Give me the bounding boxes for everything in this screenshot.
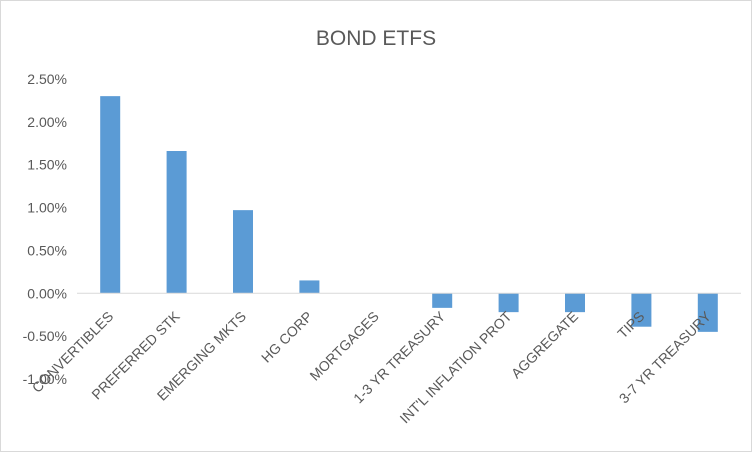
x-category-label: HG CORP <box>258 308 316 366</box>
y-tick-label: 0.50% <box>27 242 67 258</box>
x-category-label: MORTGAGES <box>306 308 381 383</box>
bar-series <box>100 96 718 332</box>
y-tick-label: -1.00% <box>23 371 67 387</box>
y-tick-label: 2.00% <box>27 114 67 130</box>
bar <box>233 210 253 294</box>
y-tick-label: 1.50% <box>27 157 67 173</box>
y-tick-label: -0.50% <box>23 328 67 344</box>
chart-title: BOND ETFS <box>316 27 436 50</box>
bar <box>498 293 519 313</box>
bar <box>166 151 187 294</box>
x-category-label: AGGREGATE <box>508 308 581 381</box>
bar <box>100 96 121 294</box>
bar <box>631 293 652 327</box>
y-tick-label: 0.00% <box>27 285 67 301</box>
x-category-label: INT'L INFLATION PROT <box>396 308 515 427</box>
y-axis-tick-labels: -1.00% -0.50% 0.00% 0.50% 1.00% 1.50% 2.00% 2.5… <box>23 71 67 387</box>
bar <box>565 293 585 313</box>
y-tick-label: 2.50% <box>27 71 67 87</box>
bar <box>432 293 453 308</box>
y-tick-label: 1.00% <box>27 200 67 216</box>
bar <box>299 280 320 294</box>
bar <box>697 293 718 332</box>
